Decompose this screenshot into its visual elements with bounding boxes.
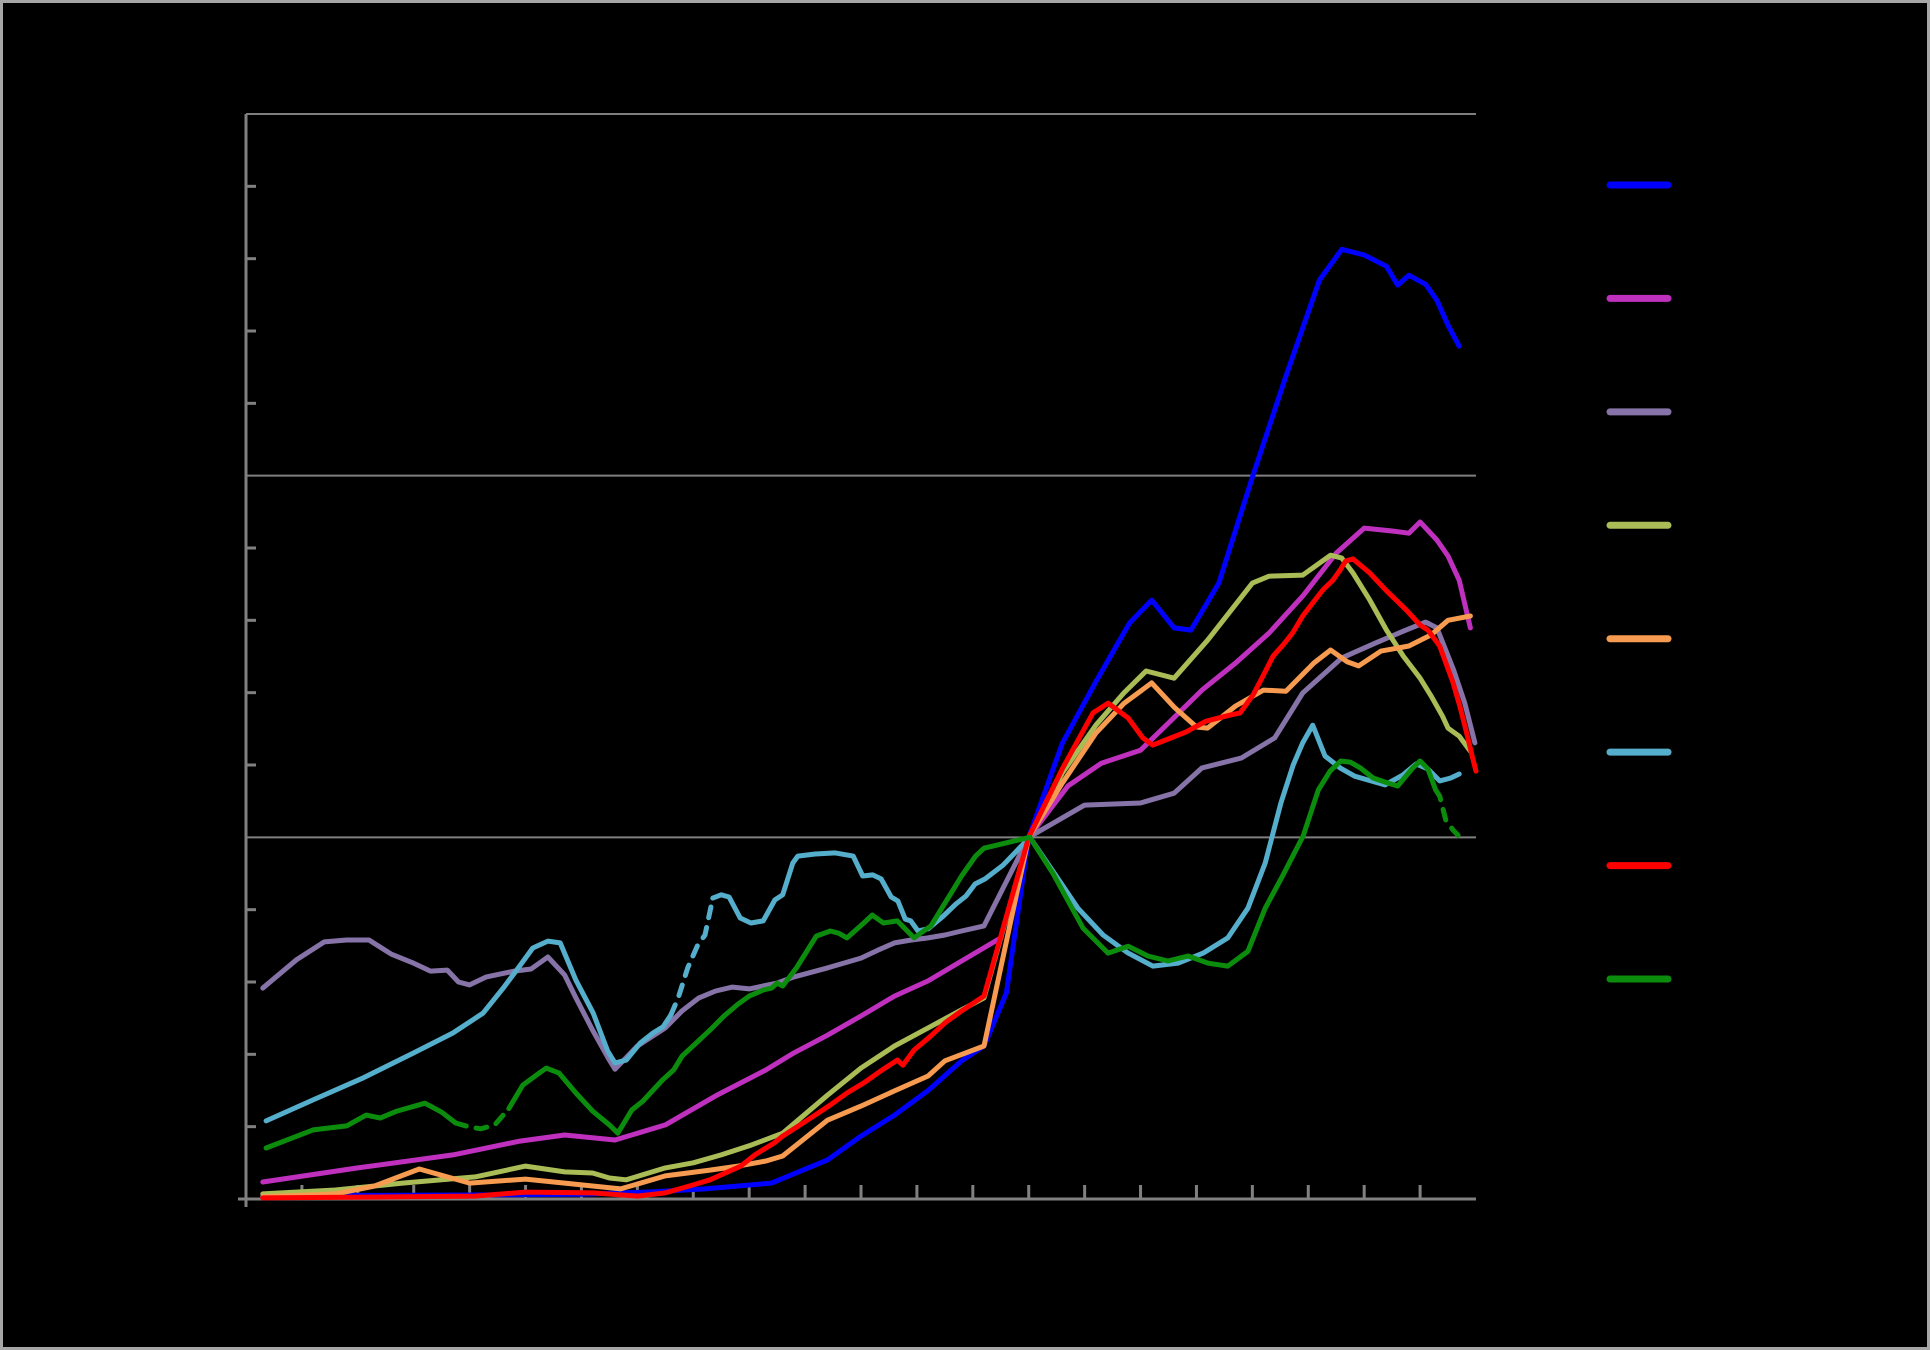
series-green-dashed: [1433, 787, 1461, 838]
series-orange: [260, 613, 1473, 1200]
series-green: [263, 1100, 459, 1151]
series-teal: [710, 722, 1462, 969]
series-teal-dashed: [668, 895, 716, 1018]
series-red: [260, 556, 1479, 1201]
series-purple: [260, 619, 1478, 1072]
series-magenta: [260, 519, 1473, 1185]
series-green-dashed: [453, 1106, 512, 1132]
line-chart: [238, 113, 1672, 1207]
series-green: [506, 758, 1439, 1136]
series-blue: [260, 246, 1462, 1198]
series-teal: [263, 938, 674, 1124]
